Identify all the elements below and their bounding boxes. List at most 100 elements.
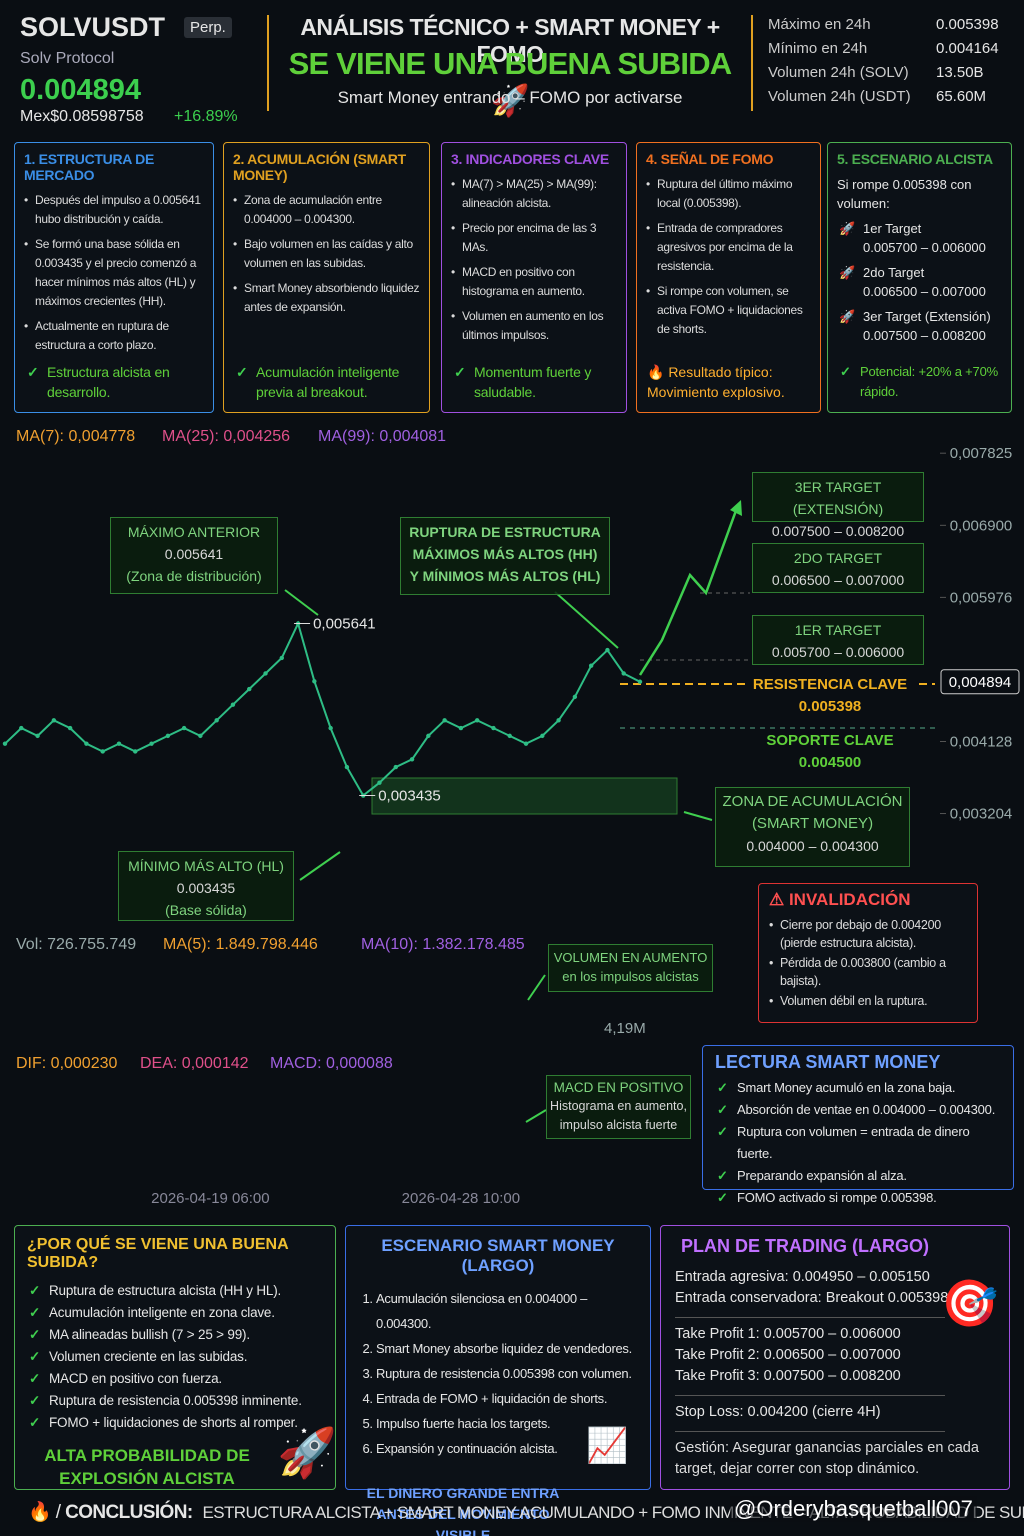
plan-label: Entrada conservadora: bbox=[675, 1290, 822, 1306]
card-item: Después del impulso a 0.005641 hubo dist… bbox=[24, 191, 204, 229]
value-label: 0,003435 bbox=[378, 788, 441, 805]
price-point bbox=[100, 749, 105, 754]
note-text: VOLUMEN EN AUMENTO bbox=[553, 950, 708, 965]
smart-money-item: Absorción de ventae en 0.004000 – 0.0043… bbox=[715, 1099, 1001, 1121]
why-item: MACD en positivo con fuerza. bbox=[27, 1368, 323, 1390]
x-tick-label: 2026-04-28 10:00 bbox=[402, 1190, 520, 1207]
target-label: 1er Target bbox=[863, 221, 922, 236]
card-intro: Si rompe 0.005398 con volumen: bbox=[837, 177, 972, 211]
plan-label: Take Profit 2: bbox=[675, 1347, 760, 1363]
volume-legend: Vol: 726.755.749 bbox=[16, 936, 137, 953]
pointer-arrow bbox=[554, 591, 619, 649]
annotation-text: Y MÍNIMOS MÁS ALTOS (HL) bbox=[409, 568, 601, 584]
x-tick-label: 2026-04-19 06:00 bbox=[151, 1190, 269, 1207]
card-item: Bajo volumen en las caídas y alto volume… bbox=[233, 235, 420, 273]
y-tick-label: 0,005976 bbox=[950, 589, 1013, 606]
price-point bbox=[556, 718, 561, 723]
scenario-footer: EL DINERO GRANDE ENTRA ANTES DEL MOVIMIE… bbox=[366, 1485, 560, 1536]
annotation-text: MÁXIMOS MÁS ALTOS (HH) bbox=[412, 546, 598, 562]
headline: SE VIENE UNA BUENA SUBIDA 🚀 bbox=[288, 46, 733, 118]
plan-value: 0.006500 – 0.007000 bbox=[763, 1347, 901, 1363]
why-title: ¿POR QUÉ SE VIENE UNA BUENA SUBIDA? bbox=[27, 1236, 289, 1271]
card-title: 2. ACUMULACIÓN (SMART MONEY) bbox=[233, 151, 406, 183]
plan-value: 0.004950 – 0.005150 bbox=[792, 1269, 930, 1285]
why-footer: ALTA PROBABILIDAD DE EXPLOSIÓN ALCISTA bbox=[44, 1446, 250, 1488]
plan-value: Asegurar ganancias parciales en cada tar… bbox=[675, 1440, 979, 1477]
level-label: RESISTENCIA CLAVE 0.005398 bbox=[745, 674, 915, 718]
rocket-icon: 🚀 bbox=[839, 309, 856, 324]
info-card: 1. ESTRUCTURA DE MERCADO Después del impu… bbox=[14, 142, 214, 413]
annotation-text: 0.004000 – 0.004300 bbox=[746, 838, 879, 854]
annotation-text: (SMART MONEY) bbox=[751, 815, 874, 832]
card-conclusion: Acumulación inteligente previa al breako… bbox=[234, 362, 421, 402]
symbol: SOLVUSDT bbox=[20, 12, 166, 42]
scenario-item: Smart Money absorbe liquidez de vendedor… bbox=[376, 1336, 638, 1361]
arrow-head bbox=[730, 500, 742, 516]
info-card: 4. SEÑAL DE FOMO Ruptura del último máxim… bbox=[636, 142, 821, 413]
conclusion-label: CONCLUSIÓN: bbox=[65, 1502, 193, 1523]
note-text: en los impulsos alcistas bbox=[562, 969, 699, 984]
annotation-text: 1ER TARGET bbox=[794, 622, 882, 638]
smart-money-title: LECTURA SMART MONEY bbox=[715, 1052, 941, 1072]
level-text: RESISTENCIA CLAVE bbox=[752, 676, 908, 693]
plan-entry: Entrada agresiva: 0.004950 – 0.005150 bbox=[675, 1267, 995, 1288]
note-text: Histograma en aumento, bbox=[550, 1099, 687, 1113]
target-range: 0.007500 – 0.008200 bbox=[863, 328, 986, 343]
price: 0.004894 bbox=[20, 74, 141, 106]
pointer-arrow bbox=[299, 851, 341, 881]
price-point bbox=[507, 733, 512, 739]
target: 🚀 2do Target 0.006500 – 0.007000 bbox=[837, 263, 1002, 301]
divider bbox=[751, 15, 753, 111]
stat-value: 0.004164 bbox=[936, 40, 999, 57]
price-point bbox=[540, 733, 545, 739]
annotation-text: (Base sólida) bbox=[165, 902, 247, 918]
card-item: Precio por encima de las 3 MAs. bbox=[451, 219, 617, 257]
scenario-title: ESCENARIO SMART MONEY (LARGO) bbox=[381, 1236, 615, 1275]
card-conclusion: Estructura alcista en desarrollo. bbox=[25, 362, 205, 402]
plan-label: Take Profit 1: bbox=[675, 1326, 760, 1342]
price-point bbox=[51, 718, 57, 723]
plan-label: Gestión: bbox=[675, 1440, 729, 1456]
take-profit: Take Profit 2: 0.006500 – 0.007000 bbox=[675, 1345, 995, 1366]
annotation-box: 1ER TARGET 0.005700 – 0.006000 bbox=[752, 615, 924, 665]
stat-label: Máximo en 24h bbox=[768, 16, 871, 33]
stop-loss: Stop Loss: 0.004200 (cierre 4H) bbox=[675, 1402, 995, 1423]
smart-money-item: Ruptura con volumen = entrada de dinero … bbox=[715, 1121, 1001, 1165]
card-title: 3. INDICADORES CLAVE bbox=[451, 151, 609, 167]
card-item: Smart Money absorbiendo liquidez antes d… bbox=[233, 279, 420, 317]
info-card: 3. INDICADORES CLAVE MA(7) > MA(25) > MA(… bbox=[441, 142, 627, 413]
stat-label: Volumen 24h (USDT) bbox=[768, 88, 911, 105]
card-item: Si rompe con volumen, se activa FOMO + l… bbox=[646, 282, 811, 339]
card-item: Ruptura del último máximo local (0.00539… bbox=[646, 175, 811, 213]
card-item: Entrada de compradores agresivos por enc… bbox=[646, 219, 811, 276]
price-point bbox=[442, 718, 447, 723]
card-item: Zona de acumulación entre 0.004000 – 0.0… bbox=[233, 191, 420, 229]
price-point bbox=[279, 655, 284, 661]
pointer-arrow bbox=[683, 811, 713, 821]
target-range: 0.006500 – 0.007000 bbox=[863, 284, 986, 299]
fire-icon: 🔥 / bbox=[28, 1502, 66, 1523]
annotation-text: MÍNIMO MÁS ALTO (HL) bbox=[128, 858, 284, 874]
price-point bbox=[328, 725, 333, 731]
level-text: 0.004500 bbox=[798, 754, 862, 771]
price-point bbox=[263, 671, 268, 676]
annotation-text: 0.005641 bbox=[164, 546, 224, 562]
price-point bbox=[393, 764, 398, 770]
card-conclusion: 🔥 Resultado típico: Movimiento explosivo… bbox=[647, 364, 785, 400]
annotation-box: ZONA DE ACUMULACIÓN (SMART MONEY) 0.004000… bbox=[715, 787, 910, 867]
plan-label: Entrada agresiva: bbox=[675, 1269, 789, 1285]
annotation-text: ZONA DE ACUMULACIÓN bbox=[722, 793, 903, 810]
annotation-box: RUPTURA DE ESTRUCTURA MÁXIMOS MÁS ALTOS (… bbox=[400, 517, 610, 595]
accumulation-zone bbox=[371, 777, 678, 815]
price-point bbox=[605, 647, 610, 653]
stat-label: Volumen 24h (SOLV) bbox=[768, 64, 909, 81]
scenario-item: Acumulación silenciosa en 0.004000 – 0.0… bbox=[376, 1286, 638, 1336]
scenario-card: ESCENARIO SMART MONEY (LARGO) Acumulación… bbox=[345, 1225, 651, 1536]
card-conclusion: Momentum fuerte y saludable. bbox=[452, 362, 618, 402]
why-item: Ruptura de resistencia 0.005398 inminent… bbox=[27, 1390, 323, 1412]
macd-legend: DIF: 0,000230 bbox=[16, 1055, 118, 1072]
price-point bbox=[247, 686, 252, 692]
card-item: Volumen en aumento en los últimos impuls… bbox=[451, 307, 617, 345]
price-tag: 0,004894 bbox=[949, 674, 1012, 691]
card-item: Actualmente en ruptura de estructura a c… bbox=[24, 317, 204, 355]
